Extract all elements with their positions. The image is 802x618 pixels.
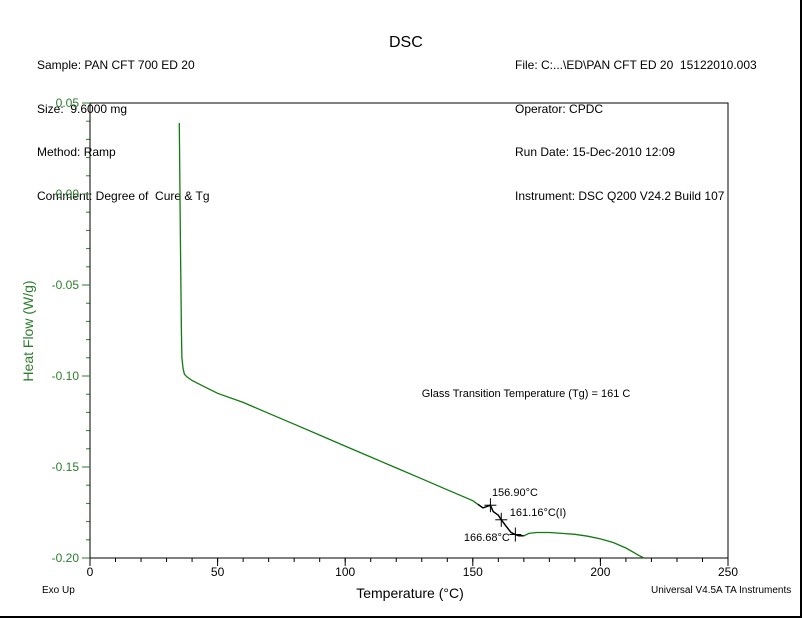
x-axis-label: Temperature (°C)	[356, 585, 464, 601]
size-line: Size: 9.6000 mg	[37, 101, 128, 116]
y-tick-label: -0.10	[52, 369, 80, 383]
tg-annotation: Glass Transition Temperature (Tg) = 161 …	[422, 388, 631, 400]
sample-line: Sample: PAN CFT 700 ED 20	[37, 58, 195, 72]
y-tick-label: 0.05	[56, 96, 80, 110]
x-tick-label: 150	[463, 565, 483, 579]
y-axis-ticks: 0.05 0.00 -0.05 -0.10 -0.15 -0.20	[52, 96, 90, 565]
x-axis-ticks: 0 50 100 150 200 250	[87, 558, 738, 579]
x-tick-label: 100	[335, 565, 355, 579]
exo-up-label: Exo Up	[42, 585, 75, 596]
sample-info: Sample: PAN CFT 700 ED 20 Size: 9.6000 m…	[37, 29, 210, 218]
x-tick-label: 50	[211, 565, 225, 579]
x-tick-label: 250	[718, 565, 738, 579]
x-tick-label: 200	[590, 565, 610, 579]
operator-line: Operator: CPDC	[515, 101, 604, 116]
file-line: File: C:...\ED\PAN CFT ED 20 15122010.00…	[515, 58, 757, 72]
software-label: Universal V4.5A TA Instruments	[651, 585, 792, 596]
y-tick-label: -0.15	[52, 460, 80, 474]
y-tick-label: 0.00	[56, 187, 80, 201]
chart-title: DSC	[389, 34, 423, 51]
comment-line: Comment: Degree of Cure & Tg	[37, 188, 210, 203]
y-axis-label: Heat Flow (W/g)	[20, 280, 36, 381]
x-tick-label: 0	[87, 565, 94, 579]
marker-label: 166.68°C	[464, 532, 510, 544]
y-tick-label: -0.20	[52, 551, 80, 565]
transition-markers: 156.90°C 161.16°C(I) 166.68°C	[464, 487, 566, 544]
instrument-line: Instrument: DSC Q200 V24.2 Build 107	[515, 188, 725, 203]
y-tick-label: -0.05	[52, 278, 80, 292]
run-date-line: Run Date: 15-Dec-2010 12:09	[515, 145, 676, 159]
heat-flow-curve	[178, 122, 645, 559]
run-info: File: C:...\ED\PAN CFT ED 20 15122010.00…	[515, 29, 757, 218]
plot-area	[89, 102, 729, 559]
minor-ticks	[86, 102, 729, 562]
marker-label: 161.16°C(I)	[510, 507, 566, 519]
method-line: Method: Ramp	[37, 145, 116, 159]
marker-label: 156.90°C	[492, 487, 538, 499]
